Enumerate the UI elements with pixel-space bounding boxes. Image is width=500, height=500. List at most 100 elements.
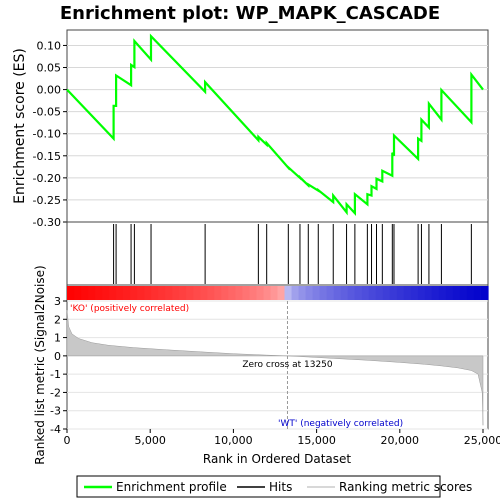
color-bar-segment bbox=[312, 286, 321, 300]
color-bar-segment bbox=[193, 286, 201, 300]
color-bar-segment bbox=[151, 286, 159, 300]
color-bar-segment bbox=[88, 286, 96, 300]
color-bar-segment bbox=[74, 286, 82, 300]
es-panel-frame bbox=[66, 29, 489, 223]
metric-tick-label: 1 bbox=[54, 332, 61, 345]
x-tick-label: 5,000 bbox=[134, 434, 166, 447]
es-tick-label: 0.00 bbox=[37, 84, 62, 97]
color-bar-segment bbox=[347, 286, 356, 300]
legend-ranking-label: Ranking metric scores bbox=[339, 480, 472, 494]
color-bar-segment bbox=[445, 286, 454, 300]
color-bar-segment bbox=[249, 286, 258, 300]
color-bar-segment bbox=[270, 286, 279, 300]
metric-y-ticks: 3 2 1 0 -1 -2 -3 -4 bbox=[50, 295, 67, 436]
color-bar-segment bbox=[172, 286, 180, 300]
metric-tick-label: -3 bbox=[50, 405, 61, 418]
enrichment-profile-line bbox=[66, 33, 484, 216]
color-bar-segment bbox=[284, 286, 293, 300]
color-bar-segment bbox=[354, 286, 363, 300]
color-bar-segment bbox=[235, 286, 244, 300]
metric-tick-label: -2 bbox=[50, 386, 61, 399]
color-bar-segment bbox=[214, 286, 222, 300]
es-tick-label: 0.05 bbox=[37, 62, 62, 75]
es-y-ticks: -0.30 -0.25 -0.20 -0.15 -0.10 -0.05 0.00 0.05 0.… bbox=[33, 39, 67, 229]
color-bar-segment bbox=[137, 286, 145, 300]
x-axis-ticks: 0 5,000 10,000 15,000 20,000 25,000 bbox=[64, 429, 500, 447]
metric-tick-label: 0 bbox=[54, 350, 61, 363]
color-bar-segment bbox=[277, 286, 286, 300]
color-bar-segment bbox=[200, 286, 208, 300]
color-bar-segment bbox=[305, 286, 314, 300]
color-bar-segment bbox=[207, 286, 215, 300]
color-bar-segment bbox=[459, 286, 468, 300]
color-bar-segment bbox=[410, 286, 419, 300]
es-tick-label: -0.05 bbox=[33, 106, 61, 119]
legend: Enrichment profile Hits Ranking metric s… bbox=[76, 475, 472, 498]
color-bar-segment bbox=[403, 286, 412, 300]
es-tick-label: 0.10 bbox=[37, 39, 62, 52]
negative-correlation-label: 'WT' (negatively correlated) bbox=[278, 419, 403, 429]
color-bar-segment bbox=[158, 286, 166, 300]
ranking-metric-area bbox=[66, 310, 484, 426]
color-bar-segment bbox=[186, 286, 194, 300]
color-bar-segment bbox=[221, 286, 229, 300]
color-bar-segment bbox=[424, 286, 433, 300]
legend-hits-label: Hits bbox=[269, 480, 292, 494]
chart-title: Enrichment plot: WP_MAPK_CASCADE bbox=[60, 3, 440, 24]
color-bar-segment bbox=[256, 286, 265, 300]
color-bar-segment bbox=[165, 286, 173, 300]
es-y-axis-label: Enrichment score (ES) bbox=[12, 48, 28, 204]
metric-tick-label: -4 bbox=[50, 423, 61, 436]
color-bar-segment bbox=[298, 286, 307, 300]
color-bar-segment bbox=[417, 286, 426, 300]
metric-y-axis-label: Ranked list metric (Signal2Noise) bbox=[33, 265, 47, 464]
color-bar-segment bbox=[263, 286, 272, 300]
hits-markers bbox=[113, 224, 472, 284]
color-bar-segment bbox=[291, 286, 300, 300]
metric-tick-label: 3 bbox=[54, 295, 61, 308]
color-bar-segment bbox=[375, 286, 384, 300]
color-bar-segment bbox=[396, 286, 405, 300]
es-tick-label: -0.20 bbox=[33, 172, 61, 185]
color-bar-segment bbox=[389, 286, 398, 300]
hits-panel-frame bbox=[66, 221, 489, 286]
x-tick-label: 10,000 bbox=[214, 434, 253, 447]
es-tick-label: -0.15 bbox=[33, 150, 61, 163]
x-tick-label: 15,000 bbox=[297, 434, 336, 447]
color-bar-segment bbox=[130, 286, 138, 300]
metric-panel-frame bbox=[66, 300, 489, 430]
metric-tick-label: 2 bbox=[54, 313, 61, 326]
positive-correlation-label: 'KO' (positively correlated) bbox=[70, 304, 189, 314]
color-bar-segment bbox=[144, 286, 152, 300]
color-bar-segment bbox=[95, 286, 103, 300]
color-bar-segment bbox=[361, 286, 370, 300]
es-tick-label: -0.10 bbox=[33, 128, 61, 141]
x-tick-label: 0 bbox=[64, 434, 71, 447]
es-gridlines bbox=[67, 44, 488, 223]
color-bar-segment bbox=[333, 286, 342, 300]
correlation-color-bar bbox=[67, 286, 489, 300]
legend-enrichment-label: Enrichment profile bbox=[116, 480, 227, 494]
metric-tick-label: -1 bbox=[50, 368, 61, 381]
color-bar-segment bbox=[81, 286, 89, 300]
color-bar-segment bbox=[179, 286, 187, 300]
color-bar-segment bbox=[102, 286, 110, 300]
color-bar-segment bbox=[466, 286, 475, 300]
color-bar-segment bbox=[438, 286, 447, 300]
es-tick-label: -0.25 bbox=[33, 194, 61, 207]
color-bar-segment bbox=[473, 286, 482, 300]
color-bar-segment bbox=[340, 286, 349, 300]
color-bar-segment bbox=[368, 286, 377, 300]
color-bar-segment bbox=[228, 286, 236, 300]
x-tick-label: 25,000 bbox=[464, 434, 500, 447]
color-bar-segment bbox=[431, 286, 440, 300]
es-tick-label: -0.30 bbox=[33, 216, 61, 229]
color-bar-segment bbox=[326, 286, 335, 300]
x-axis-label: Rank in Ordered Dataset bbox=[203, 452, 351, 466]
color-bar-segment bbox=[319, 286, 328, 300]
color-bar-segment bbox=[480, 286, 489, 300]
color-bar-segment bbox=[109, 286, 117, 300]
color-bar-segment bbox=[242, 286, 251, 300]
x-tick-label: 20,000 bbox=[381, 434, 420, 447]
